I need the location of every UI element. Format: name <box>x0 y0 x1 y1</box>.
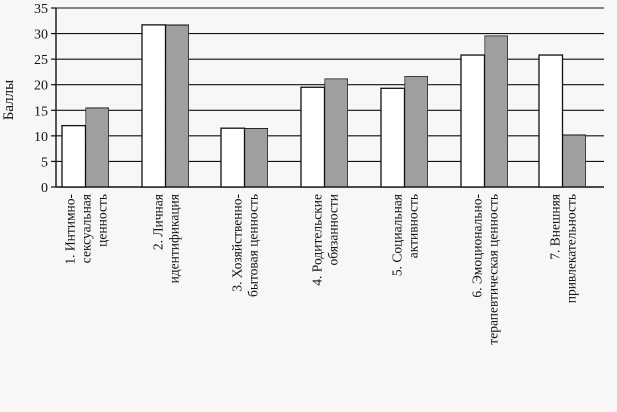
bar-series-1 <box>61 124 87 188</box>
category-label-line: привлекательность <box>564 194 579 303</box>
category-label-line: 1. Интимно- <box>63 194 78 265</box>
bar-series-2 <box>561 134 587 188</box>
category-label-line: бытовая ценность <box>246 194 261 297</box>
category-label-line: сексуальная <box>79 194 94 263</box>
bar-series-2 <box>164 24 190 188</box>
y-tick-label: 15 <box>34 104 48 119</box>
bar-series-2 <box>84 107 110 188</box>
bar-series-1 <box>538 54 564 188</box>
y-tick-label: 5 <box>41 155 48 170</box>
category-labels: 1. Интимно-сексуальная ценность 2. Личная и… <box>63 194 579 345</box>
y-tick-label: 25 <box>34 53 48 68</box>
category-label-line: 3. Хозяйственно- <box>230 194 245 292</box>
y-tick-label: 20 <box>34 79 48 94</box>
y-axis-title: Баллы <box>1 80 17 120</box>
bar-series-1 <box>460 54 486 188</box>
category-label: 6. Эмоционально-терапевтическая ценность <box>470 194 501 345</box>
bars <box>61 24 587 188</box>
category-label-line: 2. Личная <box>151 194 166 250</box>
bar-series-2 <box>243 127 269 188</box>
bar-series-2 <box>403 75 429 188</box>
category-label-line: терапевтическая ценность <box>486 194 501 345</box>
bar-series-1 <box>220 127 246 188</box>
category-label: 2. Личная идентификация <box>151 194 182 283</box>
y-tick-label: 30 <box>34 28 48 43</box>
category-label: 7. Внешняя привлекательность <box>548 194 579 303</box>
category-label-line: 6. Эмоционально- <box>470 194 485 298</box>
category-label: 3. Хозяйственно-бытовая ценность <box>230 194 261 297</box>
y-tick-label: 10 <box>34 130 48 145</box>
category-label-line: 4. Родительские <box>310 194 325 286</box>
category-label-line: активность <box>406 194 421 258</box>
bar-series-2 <box>483 34 509 188</box>
y-axis: 0 5 10 15 20 25 30 35 <box>34 2 57 196</box>
y-tick-label: 35 <box>34 2 48 17</box>
category-label: 4. Родительские обязанности <box>310 194 341 286</box>
category-label-line: обязанности <box>326 194 341 265</box>
category-label: 1. Интимно-сексуальная ценность <box>63 194 110 265</box>
bar-series-1 <box>380 87 406 188</box>
category-label-line: 7. Внешняя <box>548 194 563 260</box>
category-label: 5. Социальная активность <box>390 194 421 276</box>
y-tick-label: 0 <box>41 181 48 196</box>
bar-series-2 <box>323 77 349 188</box>
category-label-line: 5. Социальная <box>390 194 405 276</box>
category-label-line: идентификация <box>167 194 182 283</box>
bar-series-1 <box>300 86 326 188</box>
bar-series-1 <box>141 24 167 188</box>
category-label-line: ценность <box>95 194 110 247</box>
